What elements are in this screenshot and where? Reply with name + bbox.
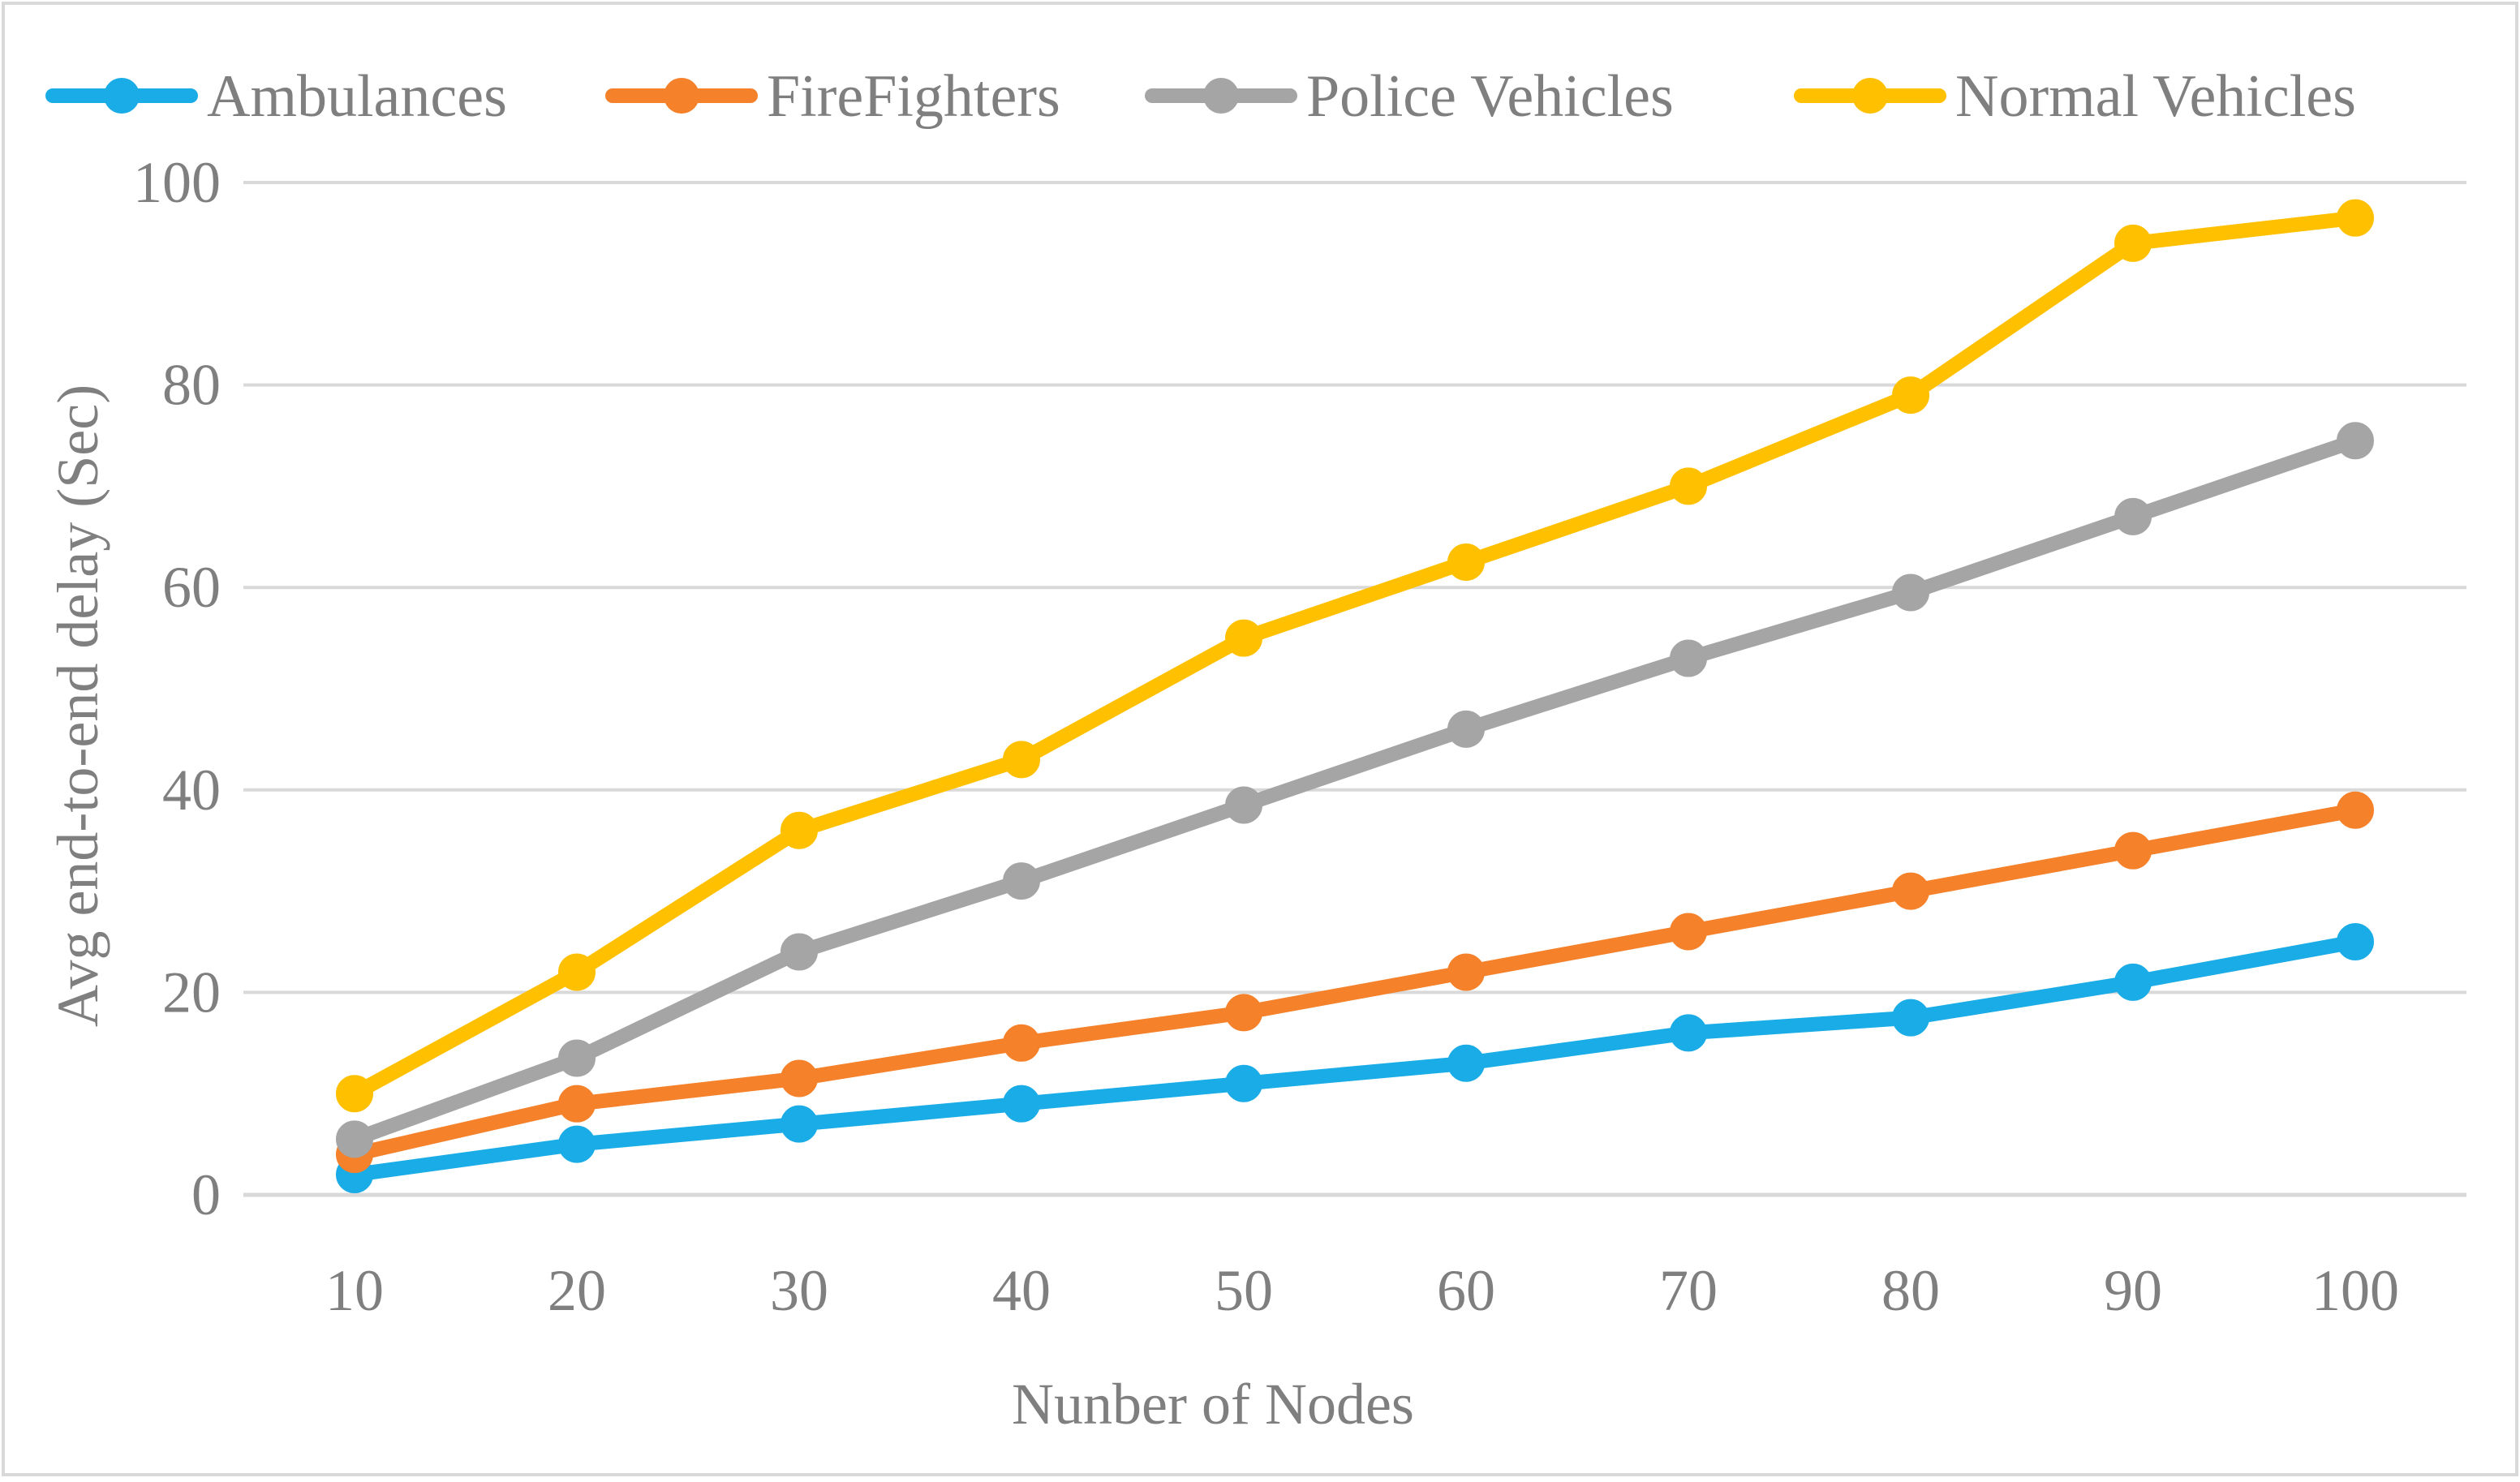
data-point [1447,953,1485,991]
data-point [1003,862,1040,900]
data-point [781,1059,818,1098]
data-point [2337,923,2374,960]
data-point [2337,791,2374,829]
data-point [1447,1044,1485,1082]
y-tick-label: 60 [162,555,221,620]
legend-marker [1852,78,1888,114]
data-point [558,953,596,991]
series-lines [336,199,2374,1194]
data-point [2337,422,2374,460]
legend-label: Normal Vehicles [1955,63,2356,130]
series-line [347,433,2363,1147]
legend-label: Ambulances [207,63,507,130]
y-axis-title: Avg end-to-end delay (Sec) [45,384,110,1027]
data-point [336,1120,373,1158]
data-point [1447,543,1485,581]
x-tick-label: 30 [770,1258,828,1323]
axes: 0 20 40 60 80 100 10 20 30 40 50 60 70 80 90 100 [133,150,2466,1323]
data-point [1003,1024,1040,1062]
x-tick-label: 10 [325,1258,384,1323]
y-tick-label: 80 [162,353,221,418]
y-tick-label: 40 [162,758,221,823]
data-point [336,1075,373,1113]
data-point [1670,1014,1707,1052]
legend-label: FireFighters [767,63,1060,130]
series-firefighters [336,791,2374,1174]
data-point [781,811,818,849]
data-point [2114,224,2152,262]
x-tick-label: 90 [2104,1258,2162,1323]
legend-item: Normal Vehicles [1794,63,2356,130]
x-tick-label: 20 [548,1258,606,1323]
x-tick-label: 70 [1659,1258,1718,1323]
series-line [347,210,2363,1102]
legend-marker [664,78,699,114]
y-tick-label: 0 [191,1162,221,1227]
data-point [1670,467,1707,505]
series-ambulances [336,923,2374,1194]
data-point [2337,199,2374,237]
x-tick-label: 40 [992,1258,1051,1323]
series-line [347,934,2363,1183]
data-point [2114,497,2152,535]
legend-marker [1203,78,1239,114]
y-tick-label: 100 [133,150,221,215]
series-normal-vehicles [336,199,2374,1113]
x-tick-label: 80 [1881,1258,1940,1323]
data-point [2114,831,2152,870]
data-point [558,1039,596,1077]
x-tick-label: 60 [1437,1258,1495,1323]
x-axis-title: Nunber of Nodes [1012,1372,1414,1437]
data-point [1892,872,1929,910]
data-point [558,1085,596,1123]
legend-item: FireFighters [605,63,1060,130]
legend: Ambulances FireFighters Police Vehicles Nor… [45,63,2356,130]
y-tick-label: 20 [162,960,221,1025]
data-point [558,1125,596,1163]
data-point [1892,376,1929,415]
data-point [1225,619,1262,657]
data-point [781,1105,818,1143]
data-point [1670,913,1707,951]
legend-marker [104,78,140,114]
data-point [1892,999,1929,1037]
data-point [1003,1085,1040,1123]
data-point [781,933,818,971]
data-point [1670,639,1707,677]
x-tick-label: 50 [1215,1258,1273,1323]
data-point [1225,786,1262,824]
data-point [2114,963,2152,1001]
legend-label: Police Vehicles [1306,63,1674,130]
x-tick-label: 100 [2311,1258,2399,1323]
data-point [1447,710,1485,748]
series-police-vehicles [336,422,2374,1158]
data-point [1225,994,1262,1032]
data-point [1892,573,1929,612]
legend-item: Ambulances [45,63,507,130]
data-point [1003,741,1040,779]
legend-item: Police Vehicles [1145,63,1674,130]
data-point [1225,1064,1262,1102]
series-line [347,802,2363,1162]
